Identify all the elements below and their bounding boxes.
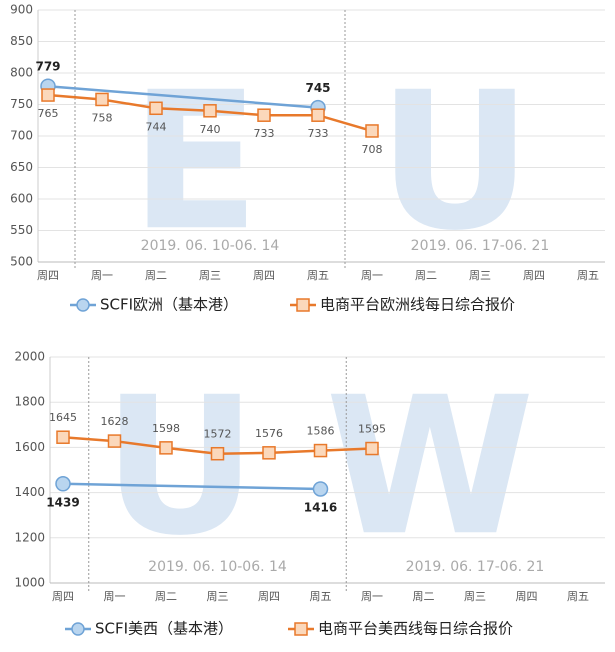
- data-label: 733: [254, 127, 275, 140]
- y-tick-label: 1400: [14, 485, 45, 499]
- x-tick-label: 周四: [523, 269, 545, 282]
- data-label: 1598: [152, 422, 180, 435]
- legend-label: SCFI欧洲（基本港）: [100, 296, 238, 314]
- x-tick-label: 周二: [413, 590, 435, 603]
- y-tick-label: 1800: [14, 395, 45, 409]
- point: [95, 92, 109, 107]
- data-label: 708: [362, 143, 383, 156]
- data-label: 733: [308, 127, 329, 140]
- point: [107, 434, 122, 448]
- x-tick-label: 周四: [258, 590, 280, 603]
- x-tick-label: 周三: [199, 269, 221, 282]
- series-line: [47, 84, 319, 109]
- point: [56, 430, 70, 444]
- y-tick-label: 650: [10, 160, 33, 174]
- x-tick-label: 周一: [361, 269, 383, 282]
- x-tick-label: 周二: [155, 590, 177, 603]
- week-label: 2019. 06. 17-06. 21: [411, 238, 550, 254]
- x-tick-label: 周二: [415, 269, 437, 282]
- watermark: U: [378, 51, 532, 272]
- y-tick-label: 850: [10, 34, 33, 48]
- point: [365, 441, 379, 456]
- point: [262, 446, 276, 460]
- x-tick-label: 周四: [516, 590, 538, 603]
- legend-marker: [71, 622, 85, 636]
- data-label: 1572: [204, 428, 232, 441]
- legend-label: 电商平台美西线每日综合报价: [318, 620, 513, 638]
- point: [159, 441, 173, 455]
- x-tick-label: 周二: [145, 269, 167, 282]
- y-tick-label: 550: [10, 223, 33, 237]
- x-tick-label: 周一: [104, 590, 126, 603]
- y-tick-label: 1000: [14, 576, 45, 590]
- x-tick-label: 周三: [207, 590, 229, 603]
- watermark: U: [103, 356, 257, 577]
- y-tick-label: 700: [10, 129, 33, 143]
- y-tick-label: 900: [10, 3, 33, 17]
- data-label: 1576: [255, 427, 283, 440]
- series-line: [62, 482, 321, 491]
- point: [55, 476, 71, 492]
- x-tick-label: 周一: [91, 269, 113, 282]
- x-tick-label: 周四: [253, 269, 275, 282]
- legend-label: 电商平台欧洲线每日综合报价: [320, 296, 515, 314]
- data-label: 740: [200, 123, 221, 136]
- point: [41, 88, 55, 102]
- x-tick-label: 周一: [361, 590, 383, 603]
- watermark: E: [130, 51, 260, 272]
- data-label: 1586: [307, 425, 335, 438]
- x-tick-label: 周三: [464, 590, 486, 603]
- point: [149, 101, 163, 116]
- data-label: 1595: [358, 423, 386, 436]
- legend-label: SCFI美西（基本港）: [95, 620, 233, 638]
- point: [365, 124, 379, 138]
- data-label: 1416: [304, 500, 337, 514]
- point: [210, 446, 225, 461]
- data-label: 765: [38, 107, 59, 120]
- data-label: 1439: [46, 495, 79, 509]
- x-tick-label: 周四: [37, 269, 59, 282]
- x-tick-label: 周三: [469, 269, 491, 282]
- point: [311, 108, 325, 122]
- legend-marker: [296, 298, 310, 312]
- point: [313, 443, 328, 458]
- legend-marker: [76, 298, 90, 312]
- y-tick-label: 750: [10, 97, 33, 111]
- y-tick-label: 800: [10, 66, 33, 80]
- y-tick-label: 600: [10, 192, 33, 206]
- data-label: 1645: [49, 411, 77, 424]
- point: [257, 108, 271, 122]
- week-label: 2019. 06. 10-06. 14: [141, 238, 280, 254]
- data-label: 745: [305, 81, 330, 95]
- x-tick-label: 周五: [577, 269, 599, 282]
- legend-marker: [294, 622, 308, 636]
- watermark: W: [325, 356, 535, 577]
- x-tick-label: 周五: [307, 269, 329, 282]
- x-tick-label: 周四: [52, 590, 74, 603]
- point: [312, 481, 329, 497]
- data-label: 1628: [101, 415, 129, 428]
- data-label: 779: [35, 60, 60, 74]
- week-label: 2019. 06. 17-06. 21: [406, 559, 545, 575]
- week-label: 2019. 06. 10-06. 14: [148, 559, 287, 575]
- y-tick-label: 1200: [14, 530, 45, 544]
- point: [203, 104, 217, 118]
- x-tick-label: 周五: [310, 590, 332, 603]
- data-label: 758: [92, 111, 113, 124]
- y-tick-label: 2000: [14, 350, 45, 364]
- y-tick-label: 500: [10, 255, 33, 269]
- y-tick-label: 1600: [14, 440, 45, 454]
- x-tick-label: 周五: [567, 590, 589, 603]
- data-label: 744: [146, 120, 167, 133]
